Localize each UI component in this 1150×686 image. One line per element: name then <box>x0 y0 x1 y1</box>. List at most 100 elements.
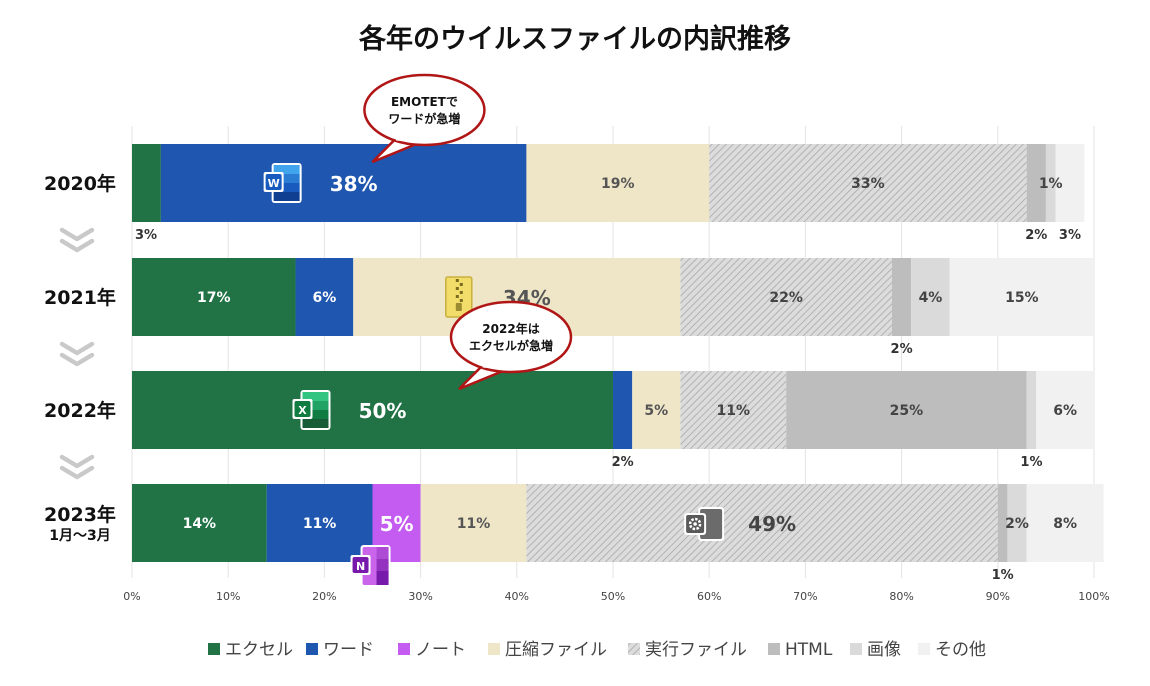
data-label: 17% <box>197 290 231 306</box>
y-category-label: 2022年 <box>44 399 116 422</box>
x-tick-label: 70% <box>793 590 817 603</box>
chevron-down-icon <box>59 454 95 480</box>
bar-segment <box>1045 144 1056 222</box>
data-label: 2% <box>612 455 634 470</box>
chart-title: 各年のウイルスファイルの内訳推移 <box>358 23 791 55</box>
bar-segment <box>1026 144 1046 222</box>
bar-segment <box>997 484 1008 562</box>
legend-swatch <box>208 643 220 655</box>
legend-item: ノート <box>398 640 466 660</box>
legend-item: 圧縮ファイル <box>488 640 607 660</box>
bar-segment <box>160 144 527 222</box>
callout-text: ワードが急増 <box>388 111 460 126</box>
data-label: 2% <box>891 342 913 357</box>
bar-segment <box>295 258 354 336</box>
y-category-label: 2023年 <box>44 503 116 526</box>
x-tick-label: 100% <box>1078 590 1109 603</box>
data-label: 15% <box>1005 290 1039 306</box>
y-axis: 2020年 2021年 2022年 2023年 1月～3月 <box>44 172 116 544</box>
y-category-label: 2021年 <box>44 286 116 309</box>
x-tick-label: 0% <box>123 590 140 603</box>
data-label: 11% <box>716 403 750 419</box>
icons: W X N <box>263 163 725 587</box>
data-label: 1% <box>992 568 1014 583</box>
x-tick-label: 90% <box>986 590 1010 603</box>
legend-swatch <box>306 643 318 655</box>
data-label: 11% <box>457 516 491 532</box>
x-tick-label: 60% <box>697 590 721 603</box>
word-icon: W <box>263 163 302 203</box>
callout-text: 2022年は <box>482 321 539 336</box>
legend-item: 画像 <box>850 640 901 660</box>
legend: エクセル ワード ノート 圧縮ファイル 実行ファイル HTML 画像 その他 <box>208 640 986 660</box>
bar-segment <box>1026 484 1104 562</box>
bar-segment <box>786 371 1027 449</box>
bar-segment <box>680 258 892 336</box>
bar-segment <box>1055 144 1085 222</box>
bar-segment <box>680 371 787 449</box>
x-tick-label: 30% <box>408 590 432 603</box>
data-label: 6% <box>313 290 337 306</box>
chevron-down-icon <box>59 227 95 253</box>
bar-segment <box>911 258 950 336</box>
y-category-sublabel: 1月～3月 <box>49 528 110 544</box>
bar-segment <box>949 258 1094 336</box>
data-label: 8% <box>1053 516 1077 532</box>
bar-segment <box>266 484 373 562</box>
data-label: 3% <box>135 228 157 243</box>
bar-segment <box>1026 371 1037 449</box>
legend-label: ワード <box>323 640 374 660</box>
legend-item: その他 <box>918 640 986 660</box>
excel-icon: X <box>292 390 331 430</box>
x-axis: 0% 10% 20% 30% 40% 50% 60% 70% 80% 90% 100% <box>123 590 1109 603</box>
legend-swatch <box>918 643 930 655</box>
legend-label: ノート <box>415 640 466 660</box>
x-tick-label: 80% <box>889 590 913 603</box>
data-labels: 3%38% 19% 33%2%1%3%17% 6% 34% 22%2%4% 15%50%2%… <box>135 172 1081 583</box>
data-label: 1% <box>1020 455 1042 470</box>
data-label: 2% <box>1025 228 1047 243</box>
data-label: 49% <box>748 512 796 536</box>
callout-text: EMOTETで <box>391 95 458 109</box>
legend-swatch <box>768 643 780 655</box>
bar-segment <box>1036 371 1094 449</box>
data-label: 22% <box>769 290 803 306</box>
data-label: 5% <box>380 512 414 536</box>
zip-icon <box>445 276 473 318</box>
bar-segment <box>132 371 613 449</box>
data-label: 1% <box>1039 176 1063 192</box>
x-tick-label: 20% <box>312 590 336 603</box>
bar-segment <box>132 144 161 222</box>
x-tick-label: 40% <box>505 590 529 603</box>
bar-segment <box>613 371 633 449</box>
legend-swatch <box>398 643 410 655</box>
data-label: 19% <box>601 176 635 192</box>
data-label: 25% <box>890 403 924 419</box>
data-label: 38% <box>330 172 378 196</box>
bars <box>132 144 1104 562</box>
legend-swatch <box>850 643 862 655</box>
x-tick-label: 10% <box>216 590 240 603</box>
bar-segment <box>1007 484 1027 562</box>
legend-item: HTML <box>768 640 833 660</box>
data-label: 4% <box>919 290 943 306</box>
executable-icon <box>684 507 725 541</box>
data-label: 3% <box>1059 228 1081 243</box>
svg-text:N: N <box>356 560 365 573</box>
data-label: 5% <box>644 403 668 419</box>
legend-label: 画像 <box>867 640 901 660</box>
bar-segment <box>132 258 296 336</box>
legend-label: エクセル <box>225 640 293 660</box>
bar-segment <box>891 258 912 336</box>
callout-text: エクセルが急増 <box>469 338 553 353</box>
legend-label: HTML <box>785 640 833 660</box>
bar-segment <box>709 144 1027 222</box>
legend-swatch <box>488 643 500 655</box>
legend-label: 圧縮ファイル <box>505 640 607 660</box>
onenote-icon: N <box>350 545 391 587</box>
data-label: 14% <box>183 516 217 532</box>
